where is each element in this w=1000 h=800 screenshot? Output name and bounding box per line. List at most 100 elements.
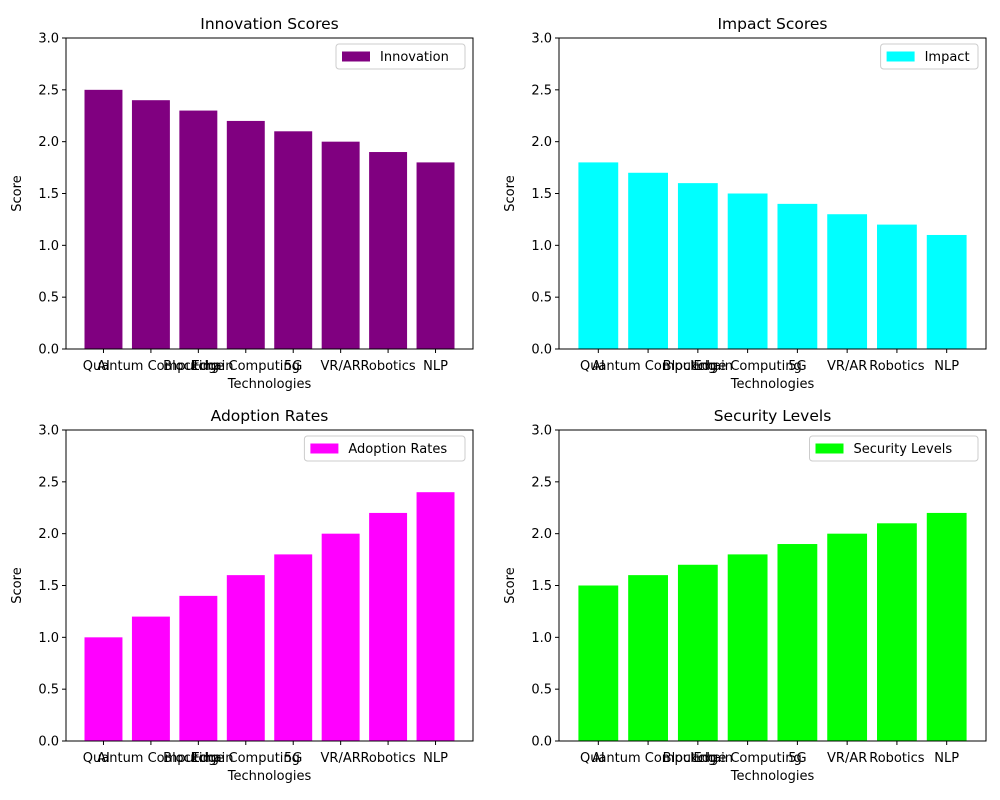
y-tick-label: 1.0 bbox=[38, 631, 59, 646]
y-tick-label: 1.5 bbox=[531, 187, 552, 202]
y-tick-label: 2.0 bbox=[38, 527, 59, 542]
x-tick-label: Quantum Computing bbox=[580, 359, 716, 374]
legend: Security Levels bbox=[809, 435, 979, 462]
bar bbox=[321, 533, 360, 741]
x-tick-label: Quantum Computing bbox=[580, 751, 716, 766]
bar bbox=[179, 595, 218, 741]
y-tick-label: 3.0 bbox=[38, 424, 59, 439]
y-tick-label: 2.0 bbox=[531, 527, 552, 542]
legend-swatch bbox=[886, 51, 915, 62]
x-tick-label: AI bbox=[592, 359, 605, 374]
bar bbox=[628, 172, 668, 349]
bar bbox=[179, 110, 218, 349]
x-tick-label: VR/AR bbox=[321, 359, 361, 374]
x-tick-label: Quantum Computing bbox=[83, 751, 219, 766]
y-tick-label: 3.0 bbox=[38, 32, 59, 47]
y-tick-label: 1.0 bbox=[531, 631, 552, 646]
x-tick-label: Blockchain bbox=[163, 751, 233, 766]
x-tick-label: VR/AR bbox=[827, 751, 867, 766]
x-tick-label: AI bbox=[592, 751, 605, 766]
bar bbox=[578, 162, 619, 349]
x-tick-label: Robotics bbox=[869, 751, 924, 766]
y-tick-label: 2.5 bbox=[38, 83, 59, 98]
x-tick-label: Robotics bbox=[869, 359, 924, 374]
x-tick-label: VR/AR bbox=[827, 359, 867, 374]
legend: Innovation bbox=[335, 43, 466, 70]
bar bbox=[274, 554, 313, 741]
x-tick-label: Quantum Computing bbox=[83, 359, 219, 374]
bar bbox=[226, 120, 265, 350]
bar bbox=[416, 492, 455, 741]
x-tick-label: 5G bbox=[788, 359, 806, 374]
bar bbox=[131, 616, 170, 741]
legend-box bbox=[880, 43, 979, 70]
x-tick-label: NLP bbox=[423, 359, 448, 374]
bar bbox=[926, 512, 967, 741]
y-tick-label: 1.5 bbox=[38, 579, 59, 594]
bar bbox=[226, 575, 265, 741]
bar bbox=[369, 512, 408, 741]
bar bbox=[926, 234, 967, 349]
legend-label: Innovation bbox=[380, 50, 449, 65]
bar bbox=[628, 575, 668, 741]
bar bbox=[777, 203, 818, 349]
bar bbox=[827, 214, 868, 349]
bar bbox=[677, 564, 718, 741]
y-axis-label: Score bbox=[10, 567, 25, 603]
y-tick-label: 1.0 bbox=[531, 239, 552, 254]
bar bbox=[274, 131, 313, 349]
bar bbox=[877, 523, 917, 741]
bar bbox=[827, 533, 868, 741]
legend: Impact bbox=[880, 43, 979, 70]
x-axis-label: Technologies bbox=[227, 769, 312, 784]
x-axis-label: Technologies bbox=[730, 769, 815, 784]
x-tick-label: AI bbox=[97, 751, 110, 766]
x-axis-label: Technologies bbox=[730, 377, 815, 392]
y-tick-label: 2.5 bbox=[531, 475, 552, 490]
y-axis-label: Score bbox=[10, 175, 25, 211]
y-tick-label: 0.0 bbox=[38, 735, 59, 750]
bar bbox=[84, 637, 123, 741]
y-tick-label: 0.0 bbox=[531, 343, 552, 358]
bar bbox=[677, 183, 718, 349]
y-tick-label: 2.0 bbox=[531, 135, 552, 150]
y-axis-label: Score bbox=[503, 175, 518, 211]
x-tick-label: 5G bbox=[284, 359, 302, 374]
y-tick-label: 0.5 bbox=[531, 683, 552, 698]
x-axis-label: Technologies bbox=[227, 377, 312, 392]
x-tick-label: Robotics bbox=[360, 751, 415, 766]
legend-box bbox=[809, 435, 979, 462]
chart-title: Innovation Scores bbox=[200, 15, 338, 33]
x-tick-label: AI bbox=[97, 359, 110, 374]
legend: Adoption Rates bbox=[303, 435, 466, 462]
bar bbox=[369, 152, 408, 349]
y-tick-label: 2.5 bbox=[531, 83, 552, 98]
y-tick-label: 2.0 bbox=[38, 135, 59, 150]
x-tick-label: Blockchain bbox=[663, 359, 733, 374]
x-tick-label: Blockchain bbox=[663, 751, 733, 766]
bar bbox=[578, 585, 619, 741]
chart-title: Impact Scores bbox=[717, 15, 827, 33]
x-tick-label: Edge Computing bbox=[693, 359, 801, 374]
x-tick-label: Blockchain bbox=[163, 359, 233, 374]
x-tick-label: Robotics bbox=[360, 359, 415, 374]
x-tick-label: 5G bbox=[788, 751, 806, 766]
x-tick-label: VR/AR bbox=[321, 751, 361, 766]
bar bbox=[84, 89, 123, 349]
bar bbox=[727, 554, 768, 741]
x-tick-label: NLP bbox=[423, 751, 448, 766]
y-tick-label: 0.5 bbox=[38, 291, 59, 306]
legend-swatch bbox=[815, 443, 844, 454]
y-tick-label: 0.0 bbox=[38, 343, 59, 358]
chart-title: Security Levels bbox=[714, 407, 832, 425]
bar bbox=[777, 544, 818, 741]
legend-label: Adoption Rates bbox=[348, 442, 447, 457]
y-tick-label: 0.5 bbox=[531, 291, 552, 306]
x-tick-label: NLP bbox=[934, 751, 959, 766]
bar bbox=[877, 224, 917, 349]
legend-box bbox=[303, 435, 466, 462]
y-tick-label: 2.5 bbox=[38, 475, 59, 490]
x-tick-label: Edge Computing bbox=[693, 751, 801, 766]
